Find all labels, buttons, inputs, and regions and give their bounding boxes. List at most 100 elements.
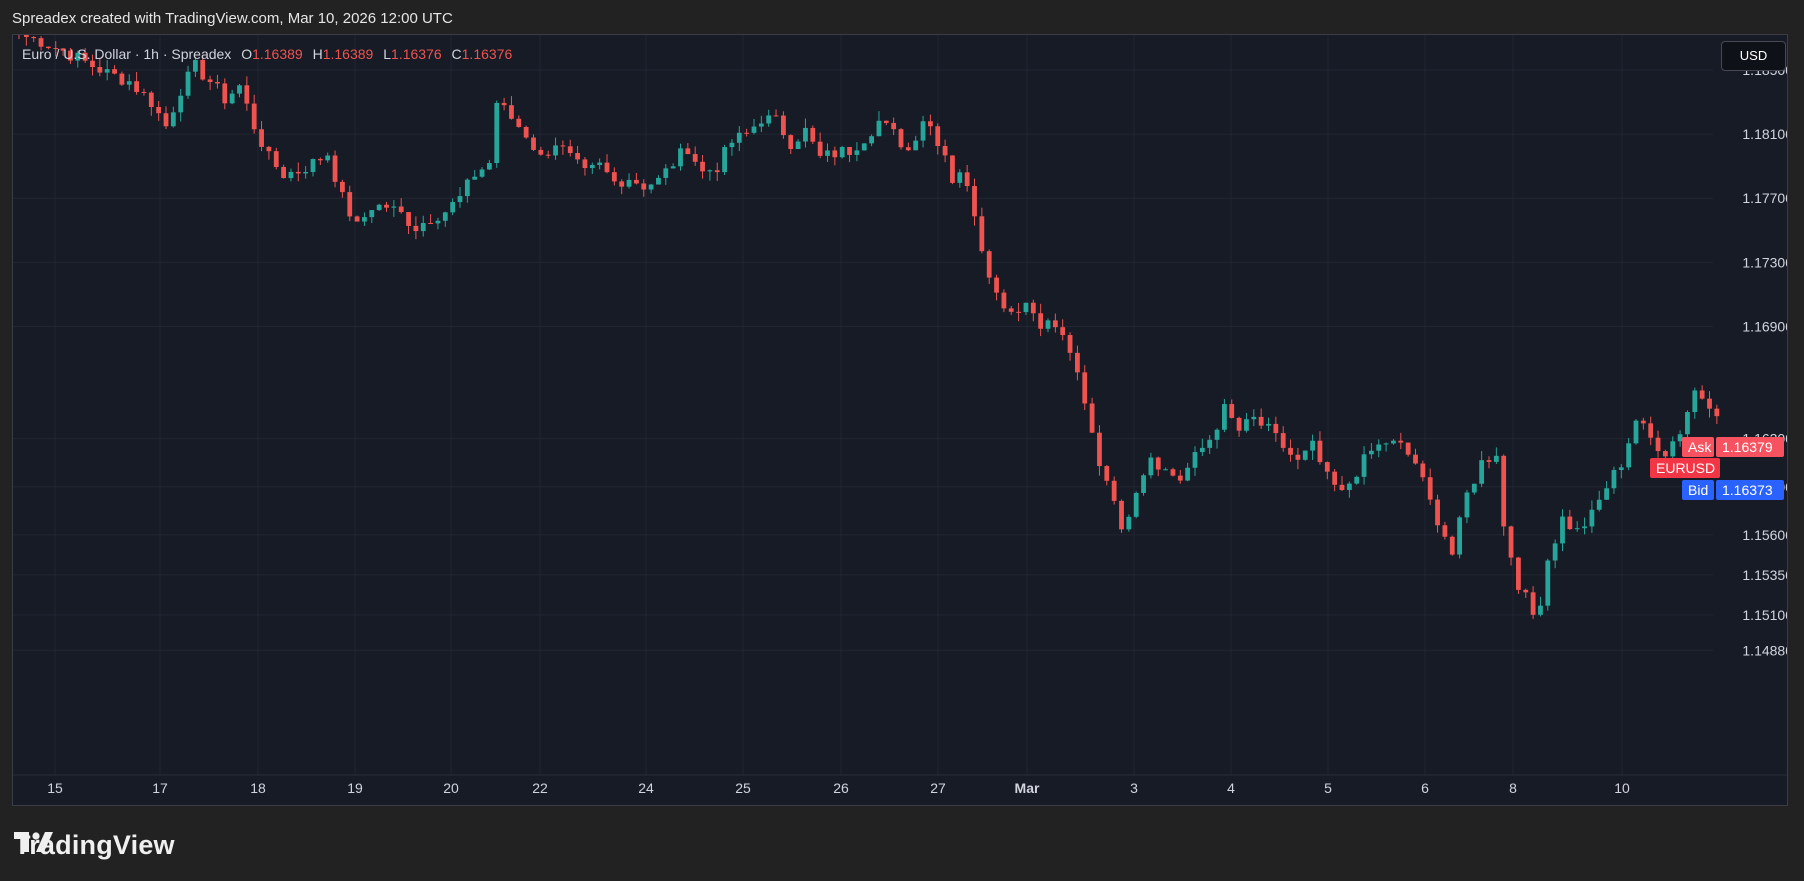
candle xyxy=(854,142,860,162)
candle xyxy=(1486,456,1492,469)
candle-body xyxy=(861,143,867,151)
candle xyxy=(215,74,220,89)
candle xyxy=(1449,535,1455,556)
candle-body xyxy=(229,93,235,104)
candle xyxy=(1707,391,1712,418)
candle-body xyxy=(1302,450,1308,460)
candle xyxy=(641,179,647,197)
candle xyxy=(1501,454,1507,536)
price-axis-tick: 1.17700 xyxy=(1742,190,1788,206)
candle xyxy=(1405,442,1411,457)
candle xyxy=(1648,416,1654,446)
candle-body xyxy=(340,181,345,193)
candle-body xyxy=(883,120,889,123)
candle xyxy=(1023,302,1029,316)
candle xyxy=(1332,468,1338,492)
candle-body xyxy=(1435,499,1440,526)
candle-body xyxy=(178,95,184,113)
candle-body xyxy=(1008,308,1014,312)
candle xyxy=(1075,345,1080,381)
candle xyxy=(1420,460,1426,482)
candle xyxy=(582,157,588,176)
price-axis-tick: 1.14880 xyxy=(1742,642,1788,658)
candle-body xyxy=(1097,432,1102,467)
candle-body xyxy=(163,113,169,127)
candle-body xyxy=(1030,302,1036,314)
price-axis-tick: 1.15100 xyxy=(1742,607,1788,623)
candle-body xyxy=(1222,404,1227,430)
candle-body xyxy=(200,60,206,80)
currency-button[interactable]: USD xyxy=(1721,41,1786,71)
candle xyxy=(126,74,132,91)
candle-body xyxy=(207,79,213,83)
candle xyxy=(428,214,433,224)
candle xyxy=(1479,451,1485,488)
legend-low-value: 1.16376 xyxy=(391,46,442,62)
candle-body xyxy=(450,202,456,213)
candle xyxy=(832,146,838,166)
legend-open-value: 1.16389 xyxy=(252,46,303,62)
candle xyxy=(273,147,279,170)
candle xyxy=(1126,514,1132,532)
candle-body xyxy=(1148,457,1154,476)
candle xyxy=(229,89,235,105)
candle-body xyxy=(501,102,507,106)
candle xyxy=(1442,521,1448,540)
candle xyxy=(1655,430,1661,458)
candle-body xyxy=(1251,416,1257,420)
candle xyxy=(670,163,676,169)
candle xyxy=(200,54,206,81)
candle-body xyxy=(1192,452,1198,468)
candle-body xyxy=(1685,412,1690,435)
candle-body xyxy=(1339,484,1345,491)
candle xyxy=(1464,489,1470,524)
candle xyxy=(1560,509,1565,552)
ask-price: 1.16379 xyxy=(1716,437,1784,457)
candle-body xyxy=(60,48,66,51)
candle-body xyxy=(148,92,154,107)
candle-body xyxy=(972,186,977,217)
candle xyxy=(1677,430,1683,447)
candle-body xyxy=(215,82,220,84)
candle xyxy=(1471,483,1477,495)
candle-body xyxy=(509,105,514,119)
candle-body xyxy=(1324,462,1330,472)
candle xyxy=(1185,462,1191,482)
candle xyxy=(553,137,558,160)
candle-body xyxy=(273,151,279,167)
candle-body xyxy=(1663,451,1668,457)
candle xyxy=(1567,509,1573,531)
candle-body xyxy=(678,148,683,167)
candle-body xyxy=(310,159,316,172)
candle-body xyxy=(729,142,735,148)
candle xyxy=(310,158,316,177)
candle-body xyxy=(1618,467,1624,470)
candle-body xyxy=(1177,475,1183,481)
bid-price: 1.16373 xyxy=(1716,480,1784,500)
candle-body xyxy=(1420,463,1426,478)
candle xyxy=(1089,397,1095,434)
candle-body xyxy=(905,147,911,151)
candlestick-chart[interactable]: 1.185001.181001.177001.173001.169001.162… xyxy=(13,35,1788,806)
chart-area[interactable]: 1.185001.181001.177001.173001.169001.162… xyxy=(12,34,1788,806)
candle-body xyxy=(788,135,794,149)
time-axis-tick: 18 xyxy=(250,780,266,796)
candle xyxy=(1229,399,1235,419)
candle xyxy=(384,201,389,212)
candle xyxy=(1192,446,1198,476)
candle xyxy=(1589,500,1595,533)
candle xyxy=(104,60,110,81)
tradingview-logo[interactable]: TradingView xyxy=(14,830,175,861)
candle-body xyxy=(1596,499,1602,510)
candle xyxy=(700,155,705,179)
candle xyxy=(1222,398,1227,433)
candle-body xyxy=(251,103,257,130)
candle xyxy=(457,186,463,208)
candle-body xyxy=(288,171,294,179)
candle xyxy=(619,179,625,195)
candle xyxy=(340,179,345,198)
candle-body xyxy=(1310,440,1315,451)
candle-body xyxy=(751,126,757,133)
candle-body xyxy=(1229,404,1235,418)
candle-body xyxy=(803,127,808,142)
